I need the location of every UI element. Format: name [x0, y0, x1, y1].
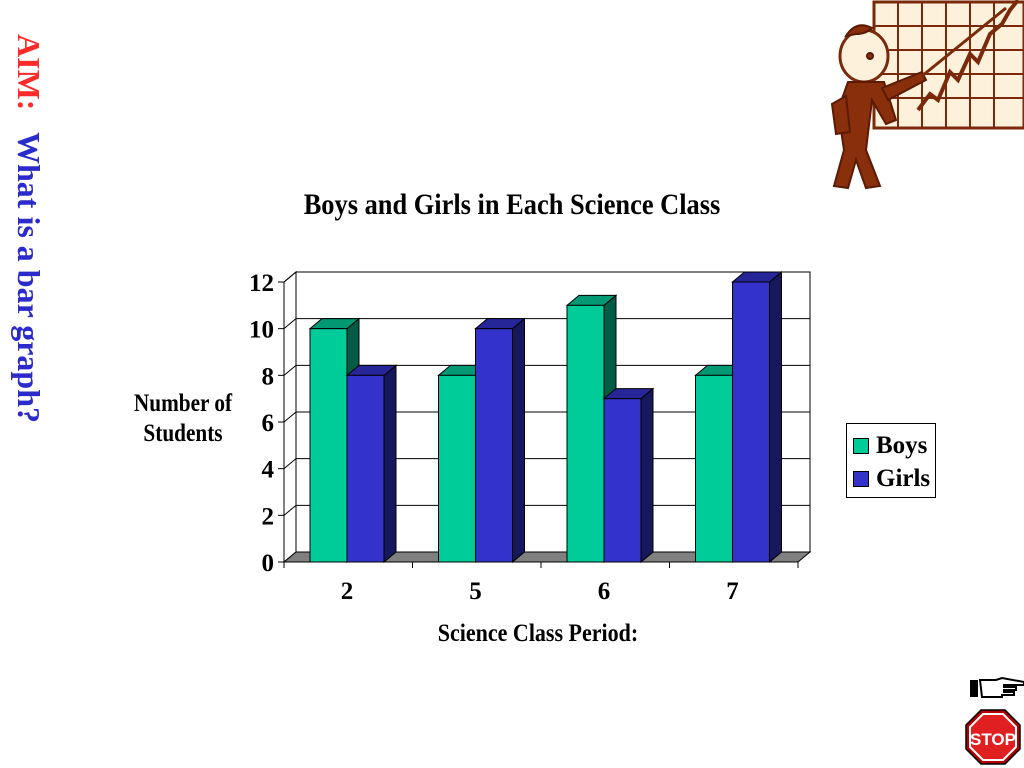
aim-question: What is a bar graph? [11, 132, 47, 424]
bar-side-girls-5 [512, 317, 525, 564]
x-tick-label: 7 [726, 578, 739, 605]
bar-boys-5 [438, 374, 476, 563]
bar-boys-6 [566, 304, 605, 563]
y-tick-label: 4 [262, 457, 275, 484]
stop-label: STOP [970, 730, 1016, 749]
gridline-side [283, 458, 297, 470]
bar-girls-7 [732, 281, 770, 563]
aim-heading: AIM: What is a bar graph? [10, 34, 47, 423]
bar-boys-2 [309, 328, 348, 563]
bar-boys-7 [695, 374, 733, 563]
legend-label-girls: Girls [876, 464, 931, 492]
stop-sign-icon[interactable]: STOP [964, 708, 1022, 766]
legend-item-boys: Boys [853, 429, 935, 462]
man-pointing-at-chart-icon [830, 0, 1024, 190]
bar-side-girls-2 [383, 364, 397, 564]
gridline-side [283, 504, 297, 516]
gridline-side [283, 318, 297, 330]
y-tick-label: 6 [262, 410, 275, 437]
bar-side-girls-7 [769, 270, 782, 564]
y-axis-title: Number of Students [133, 390, 233, 447]
bars [308, 270, 783, 564]
bar-girls-2 [346, 374, 385, 563]
y-tick-label: 2 [262, 503, 275, 530]
gridline-side [283, 411, 297, 423]
gridline-side [283, 271, 297, 283]
bar-girls-5 [475, 328, 513, 563]
clipart-chart-board [872, 0, 1024, 130]
x-tick-label: 5 [469, 578, 482, 605]
gridline-side [283, 364, 297, 376]
x-tick-label: 2 [341, 578, 354, 605]
bar-girls-6 [603, 398, 642, 563]
x-axis-title: Science Class Period: [437, 620, 639, 647]
aim-label: AIM: [11, 34, 47, 111]
y-tick-label: 0 [262, 550, 275, 577]
clipart-man [830, 6, 1007, 190]
chart-title: Boys and Girls in Each Science Class [303, 188, 721, 221]
tick-labels: 0 2 4 6 8 10 12 2 5 6 7 [249, 270, 739, 605]
legend-swatch-boys [853, 437, 869, 454]
y-tick-label: 8 [262, 363, 275, 390]
legend-label-boys: Boys [876, 431, 928, 459]
legend-swatch-girls [853, 470, 869, 487]
y-tick-label: 12 [249, 270, 274, 297]
pointing-hand-icon[interactable] [968, 676, 1024, 700]
chart-legend: Boys Girls [846, 423, 936, 498]
legend-item-girls: Girls [853, 462, 935, 495]
y-tick-label: 10 [249, 317, 274, 344]
x-tick-label: 6 [598, 578, 611, 605]
bar-side-girls-6 [640, 387, 654, 564]
